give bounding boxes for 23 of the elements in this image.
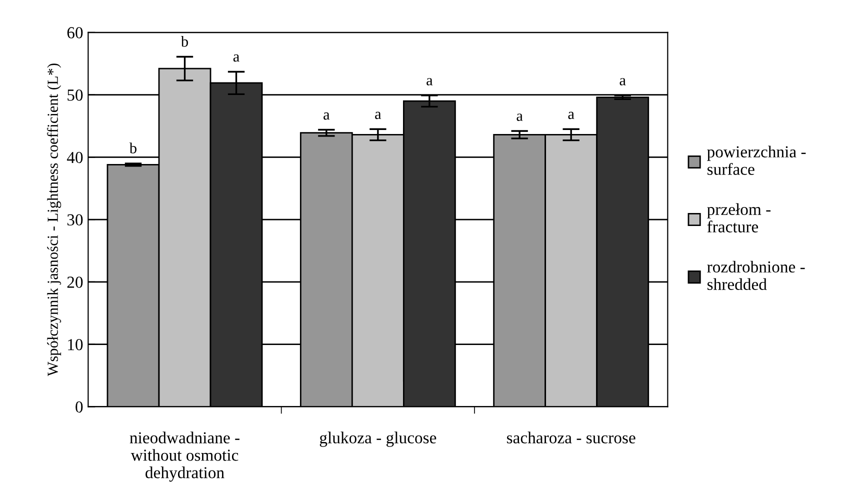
y-tick-label: 10: [68, 339, 83, 350]
legend-label: powierzchnia - surface: [707, 146, 806, 175]
data-label: b: [180, 36, 188, 47]
y-tick-label: 40: [66, 152, 83, 164]
y-tick-label: 0: [76, 401, 83, 413]
data-label: a: [324, 112, 330, 120]
data-label: a: [568, 112, 574, 120]
data-label: b: [129, 142, 136, 154]
data-label: a: [233, 54, 240, 62]
data-label: a: [516, 114, 523, 121]
data-label: a: [426, 78, 433, 86]
x-tick-label: sacharoza - sucrose: [506, 432, 636, 444]
x-tick-label: glukoza - glucose: [320, 432, 436, 447]
y-tick-label: 50: [68, 90, 83, 101]
x-tick-label: nieodwadniane - without osmotic dehydration: [130, 432, 240, 482]
y-axis-title: Współczynnik jasności - Lightness coefficient (L*): [47, 64, 62, 376]
data-label: a: [620, 78, 626, 86]
y-tick-label: 30: [67, 214, 83, 226]
y-tick-label: 60: [67, 27, 83, 38]
y-tick-label: 20: [67, 276, 83, 288]
legend-label: przełom - fracture: [707, 203, 771, 232]
legend-label: rozdrobnione - shredded: [707, 260, 805, 290]
data-label: a: [375, 112, 382, 120]
